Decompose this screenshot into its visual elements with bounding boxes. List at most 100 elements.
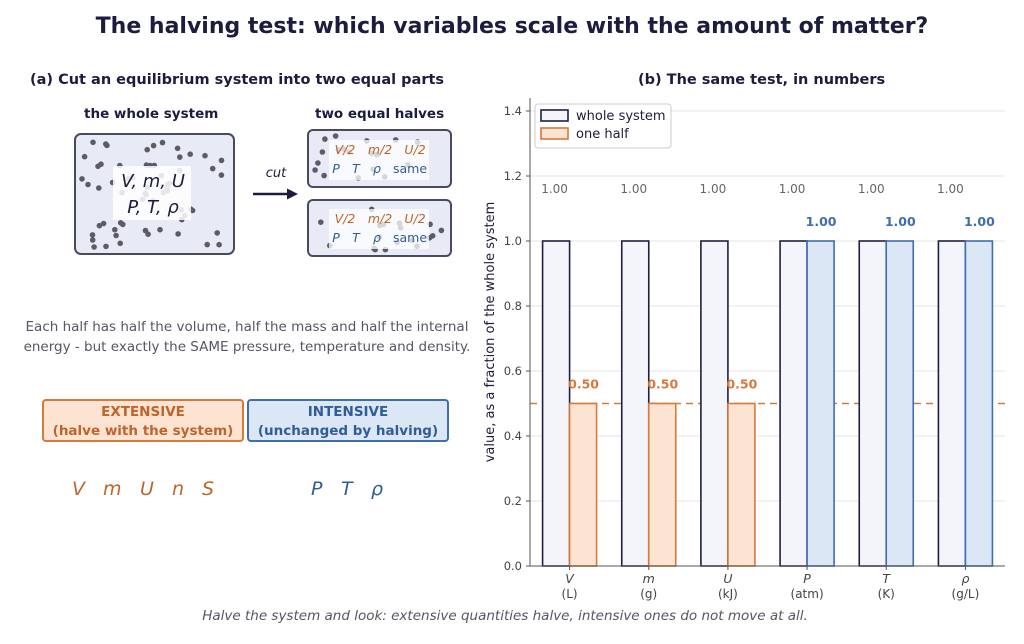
molecule-dot [79,176,85,182]
bar-half-2 [727,402,756,567]
extensive-symbol-n: n [172,478,185,500]
molecule-dot [89,237,96,243]
x-tick-unit: (L) [562,587,578,601]
half2-rho-label: ρ [373,230,381,245]
y-axis-label: value, as a fraction of the whole system [483,202,498,463]
explanation-note: Each half has half the volume, half the … [8,317,486,357]
chart-grid [530,110,1005,567]
molecule-dot [96,222,103,229]
half2-p-label: P [332,230,340,245]
whole-value-label: 1.00 [700,182,727,196]
molecule-dot [218,172,225,178]
molecule-dot [187,151,193,157]
molecule-dot [202,152,208,159]
x-tick-label: U [723,571,732,586]
y-tick-label: 1.0 [504,234,522,248]
half2-u-label: U/2 [404,211,425,226]
half1-u-label: U/2 [404,142,425,157]
halves-label: two equal halves [315,106,445,122]
half1-p-label: P [332,161,340,176]
data-labels: 1.00 0.50 1.00 0.50 1.00 0.50 1.00 1.00 1.00 1.00… [541,182,995,392]
panel-b-title: (b) The same test, in numbers [638,72,886,88]
y-tick-label: 0.0 [504,559,522,573]
molecule-dot [209,165,216,172]
molecule-dot [117,240,123,247]
half2-m-label: m/2 [368,211,392,226]
half2-same-label: same [393,230,427,245]
half-value-label: 1.00 [806,214,837,229]
x-tick-label: P [803,571,811,586]
y-tick-labels: 0.0 0.2 0.4 0.6 0.8 1.0 1.2 1.4 [504,104,530,573]
half2-v-label: V/2 [335,211,356,226]
molecule-dot [177,154,183,160]
reference-line-group: half [530,379,1005,405]
molecule-dot [214,230,220,236]
molecule-dot [319,149,326,155]
molecule-dot [96,185,102,191]
molecule-dot [117,220,124,226]
panel-a-title: (a) Cut an equilibrium system into two e… [30,72,445,88]
molecule-dot [98,161,104,167]
extensive-subtitle: (halve with the system) [52,423,234,439]
bar-half-4 [885,240,915,567]
cut-label: cut [266,166,287,181]
whole-system-box: V, m, U P, T, ρ [74,133,235,255]
molecule-dot [175,231,181,237]
symbol-rows: V m U n S P T ρ [0,478,500,506]
legend-swatch-half [540,127,569,140]
legend-label-whole: whole system [576,109,666,124]
halving-diagram: V, m, U P, T, ρ cut V/2 m/2 U/2 P T ρ sa… [74,129,452,257]
molecule-dot [144,146,150,153]
molecule-dot [100,220,107,227]
intensive-badge: INTENSIVE (unchanged by halving) [247,399,449,442]
bar-whole-4 [858,240,888,567]
whole-value-label: 1.00 [937,182,964,196]
y-tick-label: 0.6 [504,364,522,378]
half1-same-label: same [393,161,427,176]
note-line-1: Each half has half the volume, half the … [25,319,469,335]
y-tick-label: 0.4 [504,429,522,443]
y-tick-label: 1.4 [504,104,522,118]
half-box-top: V/2 m/2 U/2 P T ρ same [307,129,452,188]
y-tick-label: 0.2 [504,494,522,508]
molecule-dot [150,142,157,149]
half2-t-label: T [352,230,361,245]
chart-legend: whole system one half [534,103,672,149]
x-tick-unit: (kJ) [718,587,738,601]
half-value-label: 1.00 [964,214,995,229]
intensive-symbol-rho: ρ [371,478,384,500]
bar-half-0 [568,402,598,567]
bar-whole-3 [779,240,808,567]
molecule-dot [103,141,109,147]
molecule-dot [321,172,327,179]
molecule-dot [218,157,225,164]
x-tick-unit: (K) [878,587,895,601]
whole-value-label: 1.00 [858,182,885,196]
whole-system-label: the whole system [84,106,219,122]
molecule-dot [112,226,118,233]
molecule-dot [81,153,88,160]
molecule-dot [113,232,119,239]
legend-label-half: one half [576,127,629,142]
bar-half-5 [964,240,994,567]
half1-t-label: T [352,161,361,176]
x-tick-label: T [882,571,891,586]
extensive-symbol-s: S [202,478,215,500]
x-tick-labels: V(L) m(g) U(kJ) P(atm) T(K) ρ(g/L) [562,566,980,601]
intensive-symbol-p: P [311,478,323,500]
half1-rho-label: ρ [373,161,381,176]
extensive-symbol-v: V [72,478,85,500]
whole-value-label: 1.00 [541,182,568,196]
intensive-subtitle: (unchanged by halving) [257,423,439,439]
molecule-dot [204,241,210,248]
molecule-dot [90,139,96,146]
bar-whole-1 [620,240,650,567]
molecule-dot [85,181,91,188]
x-tick-unit: (g/L) [952,587,980,601]
figure-caption: Halve the system and look: extensive qua… [202,608,808,624]
x-tick-label: V [565,571,575,586]
extensive-symbol-m: m [103,478,122,500]
chart-axes [529,98,1005,567]
intensive-symbol-t: T [341,478,353,500]
